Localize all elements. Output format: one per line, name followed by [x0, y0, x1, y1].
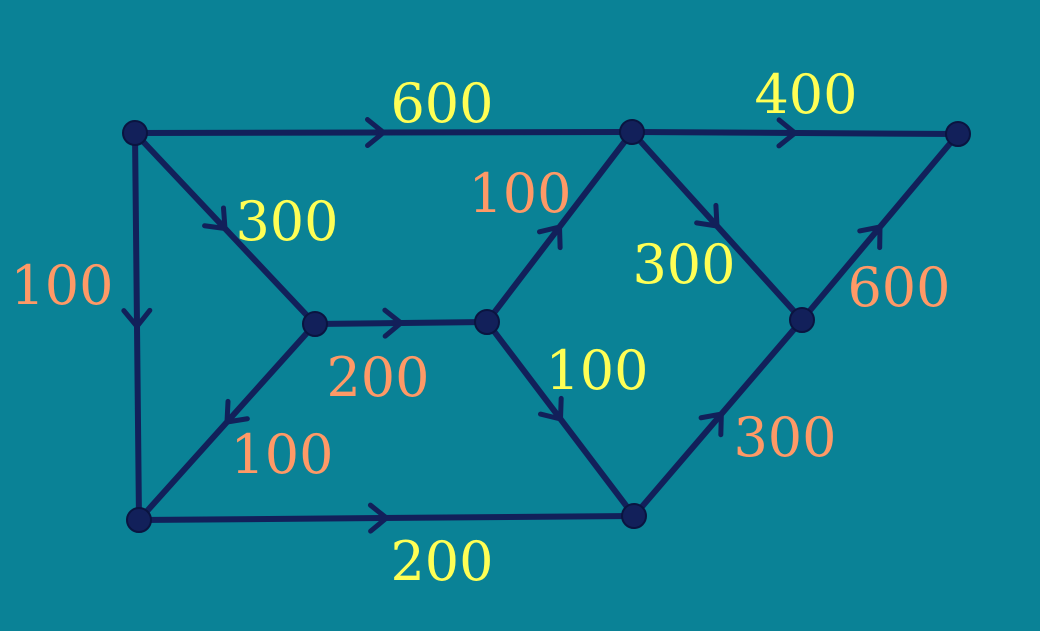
- weight-label-E-G: 100: [545, 339, 648, 402]
- nodes-layer: [122, 119, 971, 533]
- weight-label-D-E: 200: [326, 346, 429, 409]
- node-C: [945, 121, 971, 147]
- node-D: [302, 311, 328, 337]
- weight-label-H-C: 600: [847, 256, 950, 319]
- weight-label-B-C: 400: [754, 63, 857, 126]
- arrow-F-G: [367, 502, 389, 534]
- weight-label-E-B: 100: [468, 162, 571, 225]
- node-B: [619, 119, 645, 145]
- weight-label-B-H: 300: [632, 233, 735, 296]
- node-G: [621, 503, 647, 529]
- weight-labels-layer: 600 400 300 100 200 100 300 600 100 100 200 300: [10, 63, 950, 593]
- arrow-B-H: [694, 202, 720, 229]
- arrow-A-F: [121, 307, 153, 329]
- weight-label-F-G: 200: [390, 530, 493, 593]
- arrow-G-H: [698, 411, 724, 438]
- weight-label-G-H: 300: [733, 406, 836, 469]
- arrow-D-F: [224, 398, 250, 425]
- arrow-D-E: [382, 307, 404, 339]
- arrow-E-B: [536, 224, 563, 251]
- arrow-H-C: [857, 224, 883, 251]
- weight-label-A-F: 100: [10, 254, 113, 317]
- arrow-A-B: [364, 117, 386, 149]
- arrow-B-C: [776, 117, 798, 149]
- arrow-E-G: [537, 395, 564, 422]
- node-A: [122, 120, 148, 146]
- weight-label-A-D: 300: [235, 190, 338, 253]
- arrows-layer: [121, 117, 883, 534]
- node-F: [126, 507, 152, 533]
- weight-label-D-F: 100: [230, 423, 333, 486]
- weight-label-A-B: 600: [390, 72, 493, 135]
- edge-G-H: [631, 317, 805, 519]
- node-H: [789, 307, 815, 333]
- arrow-A-D: [202, 205, 228, 231]
- node-E: [474, 309, 500, 335]
